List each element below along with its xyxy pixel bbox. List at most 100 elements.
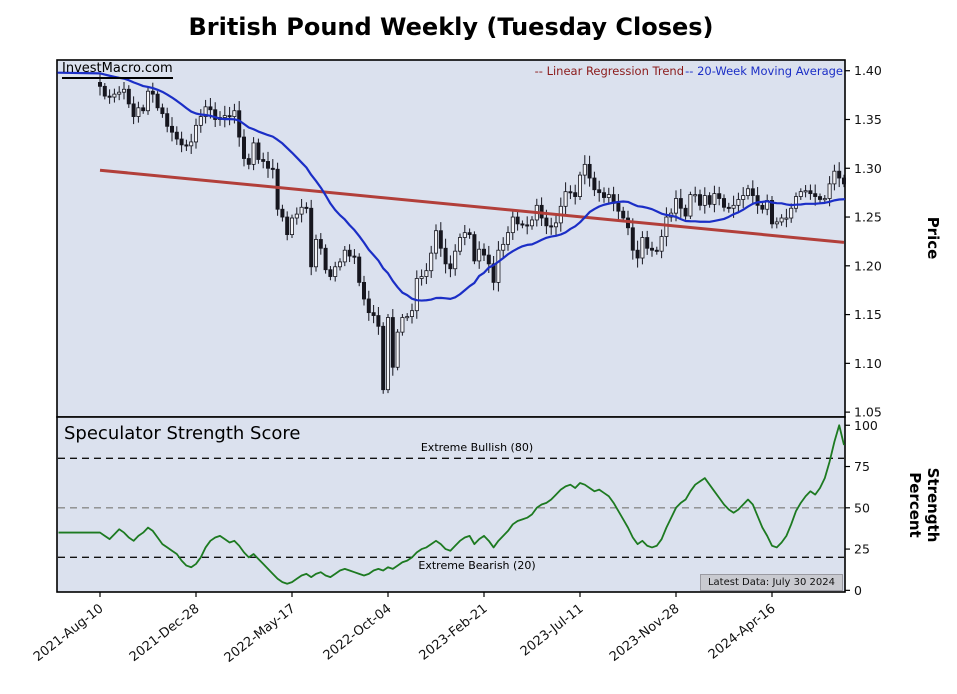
candlestick [602,192,607,198]
candlestick [587,163,592,179]
candlestick [414,278,419,312]
candlestick [789,207,794,219]
candlestick [501,243,506,251]
candlestick [155,93,160,109]
candlestick [160,107,165,115]
candlestick [731,204,736,209]
candlestick [794,196,799,209]
candlestick [198,116,203,126]
strength-tick-label: 100 [854,418,878,433]
x-tick-label: 2023-Feb-21 [417,601,491,663]
candlestick [409,310,414,317]
candlestick [251,142,256,165]
candlestick [141,107,146,112]
candlestick [515,216,520,225]
candlestick [760,204,765,210]
candlestick [453,250,458,270]
candlestick [328,269,333,277]
price-tick-label: 1.35 [854,112,882,127]
candlestick [184,144,189,147]
legend-moving-average: -- 20-Week Moving Average [685,64,843,78]
candlestick [222,115,227,118]
candlestick [822,198,827,201]
strength-tick-label: 50 [854,500,870,515]
candlestick [179,138,184,146]
candlestick [693,194,698,197]
candlestick [722,198,727,208]
candlestick [357,256,362,283]
candlestick [366,298,371,314]
candlestick [505,232,510,245]
candlestick [203,106,208,117]
x-tick-label: 2022-Oct-04 [321,601,395,663]
x-tick-label: 2022-May-17 [222,601,299,666]
candlestick [342,249,347,263]
candlestick [774,221,779,225]
candlestick [136,107,141,117]
candlestick [640,237,645,259]
candlestick [280,208,285,218]
candlestick [112,93,117,98]
chart-title: British Pound Weekly (Tuesday Closes) [188,13,714,41]
candlestick [433,230,438,254]
candlestick [650,247,655,251]
candlestick [361,281,366,300]
price-tick-label: 1.10 [854,356,882,371]
legend-linear-regression: -- Linear Regression Trend [534,64,684,78]
candlestick [289,217,294,235]
x-tick-label: 2023-Jul-11 [518,601,587,659]
strength-tick-label: 25 [854,542,870,557]
strength-panel [56,416,846,593]
strength-panel-title: Speculator Strength Score [64,423,301,444]
candlestick [736,199,741,206]
x-tick-label: 2024-Apr-16 [706,601,779,662]
moving-average-line [57,71,846,302]
candlestick [102,85,107,97]
candlestick [385,317,390,391]
candlestick [208,106,213,111]
candlestick [755,195,760,206]
candlestick [481,248,486,256]
candlestick [419,276,424,279]
candlestick [520,223,525,226]
candlestick [323,247,328,271]
candlestick [294,213,299,219]
candlestick [429,252,434,272]
candlestick [635,249,640,259]
candlestick [606,194,611,198]
candlestick [726,206,731,209]
candlestick [107,95,112,98]
linear-regression-trend-line [99,168,845,244]
strength-axis-label: Strength Percent [906,467,942,543]
candlestick [150,90,155,95]
candlestick [126,88,131,105]
candlestick [702,195,707,206]
candlestick [285,216,290,235]
candlestick [246,158,251,165]
watermark-logo: InvestMacro.com [62,61,173,79]
candlestick [457,237,462,252]
candlestick [808,190,813,195]
x-tick-label: 2021-Aug-10 [31,601,107,665]
strength-tick-label: 75 [854,459,870,474]
candlestick [582,163,587,176]
candlestick [837,170,842,179]
strength-score-line [58,424,845,585]
candlestick [707,195,712,205]
candlestick [621,210,626,219]
price-tick-label: 1.25 [854,210,882,225]
candlestick [544,217,549,227]
price-tick-label: 1.40 [854,63,882,78]
candlestick [376,315,381,327]
candlestick [654,249,659,252]
candlestick [683,207,688,217]
candlestick [261,159,266,162]
candlestick [395,331,400,368]
candlestick [510,216,515,234]
candlestick [400,317,405,333]
candlestick [568,191,573,194]
candlestick [717,193,722,199]
candlestick [237,110,242,138]
candlestick [472,234,477,262]
